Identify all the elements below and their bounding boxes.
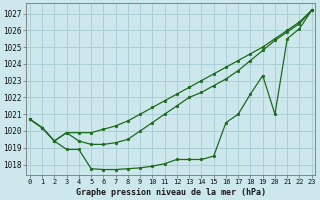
X-axis label: Graphe pression niveau de la mer (hPa): Graphe pression niveau de la mer (hPa) bbox=[76, 188, 266, 197]
